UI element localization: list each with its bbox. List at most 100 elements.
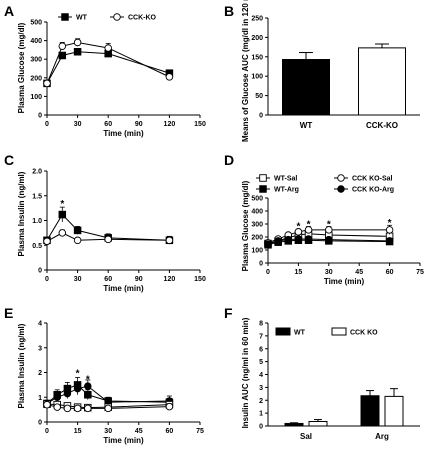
y-tick-label: 1 (259, 411, 263, 418)
x-tick-label: 15 (295, 269, 303, 276)
legend-marker (113, 13, 121, 21)
bar (384, 395, 404, 427)
x-tick-label: 0 (45, 276, 49, 283)
y-tick-label: 1 (38, 395, 42, 402)
legend-label: CCK KO-Sal (352, 176, 393, 183)
panel-d-axes: 0 100 200 300 400 500 0 15 30 45 60 75 Time (min) Pla… (241, 180, 424, 286)
y-tick-label: 1.0 (32, 218, 42, 225)
y-axis-title: Plasma Glucose (mg/dl) (241, 180, 250, 271)
significance-star: * (388, 218, 392, 229)
data-point (304, 226, 313, 234)
y-tick-label: 3 (259, 385, 263, 392)
data-point (53, 393, 61, 402)
y-tick-label: 50 (255, 93, 263, 100)
x-axis-title: Time (min) (103, 284, 144, 293)
series-1 (43, 229, 174, 246)
x-tick-label: 150 (194, 121, 206, 128)
y-tick-label: 0 (38, 113, 42, 120)
bar (284, 422, 304, 427)
data-point (73, 48, 82, 56)
data-point (294, 228, 303, 236)
category-label: CCK-KO (366, 121, 398, 130)
data-point (165, 236, 174, 245)
data-point (73, 236, 82, 245)
data-point (274, 237, 282, 245)
x-tick-label: 75 (196, 428, 204, 435)
data-point (325, 226, 333, 234)
data-point (104, 404, 112, 413)
x-axis-title: Time (min) (103, 436, 144, 445)
y-tick-label: 0 (38, 268, 42, 275)
legend: WT-Sal CCK KO-Sal WT-Arg CCK KO-Arg (256, 174, 394, 194)
significance-star: * (307, 219, 311, 230)
y-tick-label: 400 (251, 209, 263, 216)
data-point (325, 235, 333, 244)
data-point (58, 42, 67, 50)
y-tick-label: 0 (259, 113, 263, 120)
y-tick-label: 200 (30, 75, 42, 82)
x-tick-label: 75 (416, 269, 424, 276)
legend-label: CCK-KO (128, 15, 157, 22)
x-tick-label: 45 (135, 428, 143, 435)
series-3 (43, 400, 174, 413)
y-tick-label: 8 (259, 321, 263, 328)
significance-star: * (296, 221, 300, 232)
panel-c-axes: 0 0.5 1.0 1.5 2.0 0 30 60 90 120 150 Time (min) Plas… (17, 169, 206, 294)
y-tick-label: 500 (251, 196, 263, 203)
category-label: Sal (300, 432, 312, 441)
data-point (385, 226, 394, 234)
significance-star: * (327, 219, 331, 230)
x-tick-label: 120 (164, 276, 176, 283)
y-tick-label: 300 (251, 222, 263, 229)
x-tick-label: 0 (45, 121, 49, 128)
x-tick-label: 60 (104, 121, 112, 128)
y-tick-label: 7 (259, 333, 263, 340)
data-point (165, 73, 174, 81)
series-cck-ko-arg (264, 235, 394, 248)
bar-cck-ko: CCK-KO (358, 43, 406, 130)
bar (308, 420, 328, 427)
bar-group-arg: Arg (360, 388, 404, 441)
y-tick-label: 4 (38, 321, 42, 328)
data-point (73, 38, 82, 47)
x-axis-title: Time (min) (324, 277, 365, 286)
y-tick-label: 2 (38, 370, 42, 377)
bar-group-sal: Sal (284, 419, 328, 441)
data-point (73, 226, 82, 235)
panel-letter-f: F (224, 305, 233, 321)
y-tick-label: 2 (259, 398, 263, 405)
data-point (284, 235, 293, 244)
y-tick-label: 200 (251, 35, 263, 42)
x-tick-label: 150 (194, 276, 206, 283)
data-point (58, 229, 67, 237)
significance-star: * (76, 369, 80, 380)
data-point (58, 210, 67, 219)
panel-e-axes: 0 1 2 3 4 0 15 30 45 60 75 Time (min) Plasma Insulin… (17, 321, 204, 446)
y-axis-title: Plasma Insulin (ng/ml) (17, 171, 26, 256)
panel-letter-e: E (4, 305, 13, 321)
y-tick-label: 2.0 (32, 169, 42, 176)
y-tick-label: 0.5 (32, 243, 42, 250)
data-point (53, 403, 61, 411)
bar (282, 59, 330, 116)
significance-star: * (86, 375, 90, 386)
legend-label: WT (294, 330, 306, 337)
data-point (165, 402, 174, 411)
y-tick-label: 400 (30, 38, 42, 45)
x-tick-label: 60 (104, 276, 112, 283)
x-tick-label: 30 (325, 269, 333, 276)
x-tick-label: 120 (164, 121, 176, 128)
x-tick-label: 60 (166, 428, 174, 435)
data-point (84, 382, 92, 390)
x-tick-label: 0 (266, 269, 270, 276)
series-wt (43, 48, 174, 88)
y-axis-title: Plasma Insulin (ng/ml) (17, 323, 26, 408)
legend-label: WT-Arg (274, 187, 299, 194)
y-tick-label: 0 (259, 424, 263, 431)
x-tick-label: 90 (135, 121, 143, 128)
data-point (63, 404, 72, 413)
x-axis-title: Time (min) (103, 129, 144, 138)
legend-label: CCK KO-Arg (352, 187, 394, 194)
data-point (73, 384, 82, 393)
data-point (43, 400, 51, 409)
